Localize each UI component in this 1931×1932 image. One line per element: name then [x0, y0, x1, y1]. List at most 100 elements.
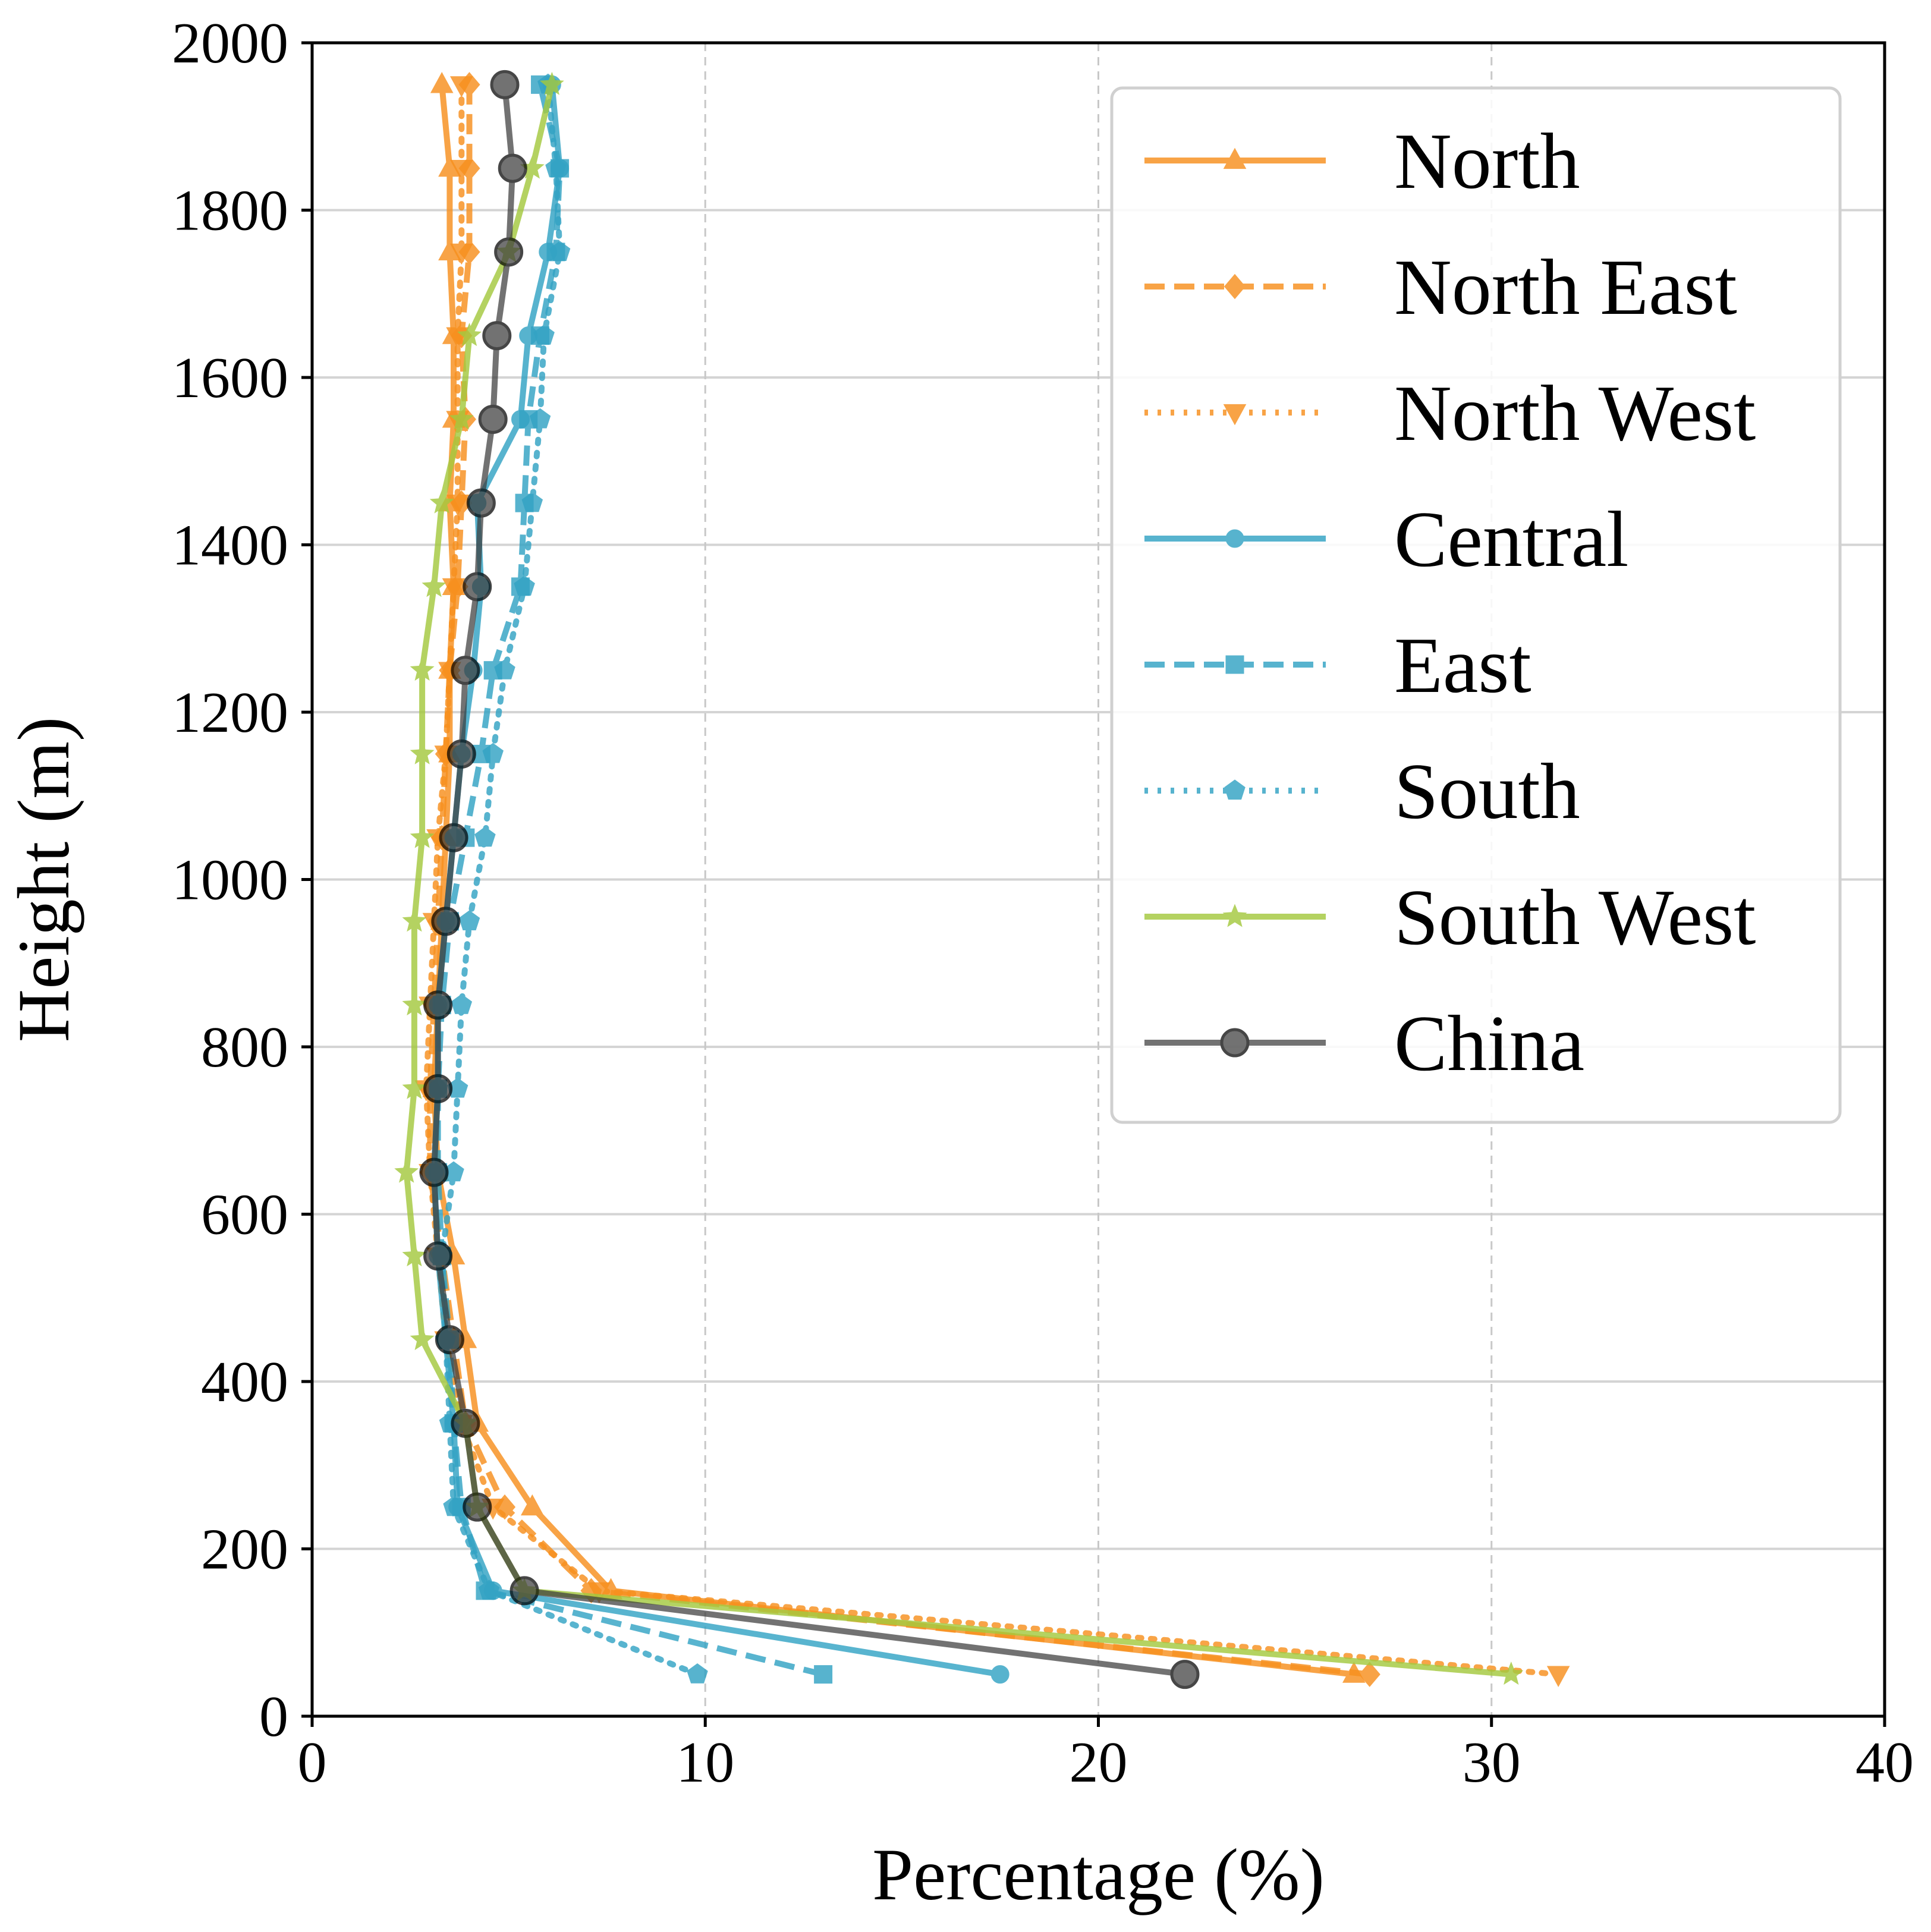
legend-marker	[1220, 1028, 1250, 1058]
data-point	[419, 1157, 449, 1187]
data-point	[451, 1408, 480, 1438]
series-line	[403, 84, 1512, 1678]
data-point	[494, 659, 515, 679]
y-tick-label: 1400	[172, 514, 288, 578]
data-point	[463, 572, 492, 602]
data-point	[449, 160, 473, 181]
legend-box	[1110, 86, 1842, 1124]
data-point	[814, 1665, 833, 1684]
data-point	[423, 1241, 453, 1271]
legend-entry	[1144, 404, 1326, 426]
data-point	[422, 574, 446, 597]
legend-marker	[1222, 904, 1247, 927]
ticks-layer: 0 10 20 30 400200400600800100012001400160018…	[172, 11, 1914, 1795]
data-point	[402, 908, 427, 932]
series-china	[419, 70, 1200, 1689]
data-point	[410, 825, 435, 848]
data-point	[402, 1243, 427, 1267]
data-point	[549, 241, 571, 261]
legend-marker	[1223, 404, 1247, 426]
series-line	[431, 84, 1354, 1678]
series-layer	[394, 70, 1570, 1689]
legend-marker	[1224, 779, 1246, 800]
legend-entry	[1144, 779, 1326, 800]
y-tick-label: 1000	[172, 848, 288, 912]
x-tick-label: 20	[1070, 1730, 1128, 1795]
data-point	[478, 1579, 500, 1600]
data-point	[520, 1494, 544, 1516]
data-point	[451, 993, 473, 1014]
data-point	[521, 492, 543, 512]
data-point	[1499, 1662, 1524, 1685]
y-tick-label: 400	[201, 1350, 288, 1414]
legend-entry	[1144, 904, 1326, 927]
data-point	[423, 1074, 453, 1103]
data-point	[458, 910, 480, 930]
data-point	[402, 992, 427, 1016]
legend-entry	[1144, 529, 1326, 548]
data-point	[529, 408, 551, 429]
data-point	[1170, 1660, 1200, 1689]
data-point	[514, 575, 535, 596]
data-point	[457, 323, 482, 347]
data-point	[466, 488, 496, 518]
legend-entry	[1144, 147, 1326, 169]
data-point	[402, 1075, 427, 1099]
series-line	[439, 81, 700, 1678]
x-tick-label: 0	[298, 1730, 327, 1795]
data-point	[443, 1496, 464, 1516]
y-tick-label: 200	[201, 1518, 288, 1582]
data-point	[533, 324, 555, 345]
data-point	[490, 70, 520, 99]
data-point	[451, 656, 480, 685]
data-point	[449, 406, 474, 430]
legend-label: Central	[1394, 495, 1628, 583]
data-point	[449, 243, 473, 265]
data-point	[687, 1663, 708, 1684]
data-point	[1546, 1666, 1570, 1687]
y-tick-label: 2000	[172, 11, 288, 75]
legend-marker	[1224, 273, 1246, 300]
x-tick-label: 40	[1855, 1730, 1914, 1795]
data-point	[431, 907, 461, 936]
data-point	[510, 1576, 539, 1606]
data-point	[463, 1492, 492, 1522]
legend-label: North	[1394, 117, 1580, 205]
y-tick-label: 800	[201, 1015, 288, 1080]
data-point	[539, 71, 564, 95]
data-point	[429, 490, 454, 514]
legend-entry	[1144, 655, 1326, 674]
data-point	[435, 1325, 464, 1355]
legend-label: East	[1394, 621, 1531, 709]
x-tick-label: 30	[1463, 1730, 1521, 1795]
data-point	[498, 153, 527, 183]
data-point	[449, 76, 473, 97]
data-point	[423, 990, 453, 1020]
legend-marker	[1223, 147, 1247, 169]
legend: North North East North West Central East Sout…	[1110, 86, 1842, 1124]
data-point	[410, 741, 435, 764]
legend-label: China	[1394, 999, 1584, 1087]
data-point	[410, 1327, 435, 1351]
data-point	[410, 657, 435, 681]
legend-label: South West	[1394, 873, 1756, 961]
data-point	[545, 157, 567, 178]
data-point	[990, 1665, 1009, 1684]
legend-entry	[1144, 1028, 1326, 1058]
legend-entry	[1144, 273, 1326, 300]
y-tick-label: 600	[201, 1183, 288, 1247]
data-point	[482, 742, 504, 763]
data-point	[478, 404, 508, 434]
legend-label: South	[1394, 747, 1580, 835]
y-tick-label: 1800	[172, 179, 288, 243]
legend-marker	[1225, 529, 1244, 548]
legend-label: North West	[1394, 369, 1756, 457]
data-point	[446, 739, 476, 769]
data-point	[474, 826, 496, 847]
data-point	[439, 823, 468, 852]
x-axis-title: Percentage (%)	[872, 1834, 1325, 1915]
data-point	[442, 578, 466, 600]
x-tick-label: 10	[676, 1730, 734, 1795]
